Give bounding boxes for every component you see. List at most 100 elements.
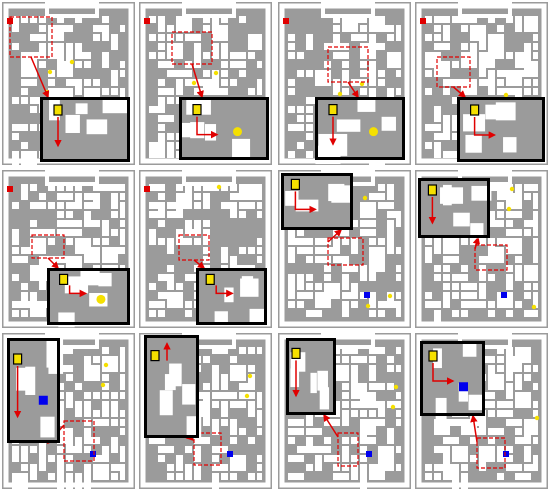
maze-wall bbox=[158, 79, 165, 86]
maze-wall bbox=[149, 106, 165, 113]
coin bbox=[393, 384, 399, 390]
maze-wall bbox=[461, 446, 468, 453]
maze-wall bbox=[533, 292, 538, 308]
maze-wall bbox=[21, 88, 28, 95]
maze-wall bbox=[297, 52, 304, 59]
maze-wall bbox=[21, 124, 28, 131]
maze-wall bbox=[158, 446, 174, 453]
maze-wall bbox=[257, 455, 262, 462]
maze-wall bbox=[351, 392, 358, 399]
maze-wall bbox=[230, 365, 246, 381]
maze-wall bbox=[378, 70, 385, 77]
maze-wall bbox=[524, 283, 531, 290]
maze-wall bbox=[396, 347, 401, 354]
maze-wall bbox=[306, 70, 313, 77]
maze-wall bbox=[461, 473, 468, 489]
maze-wall bbox=[12, 151, 19, 165]
maze-wall bbox=[176, 43, 183, 59]
maze-wall bbox=[39, 16, 46, 23]
maze-wall bbox=[524, 310, 538, 317]
maze-wall bbox=[39, 455, 46, 471]
maze-wall bbox=[21, 292, 28, 308]
maze-wall bbox=[443, 274, 450, 281]
maze-wall bbox=[470, 88, 477, 95]
inset-wall bbox=[317, 370, 328, 391]
maze-wall bbox=[479, 79, 495, 86]
maze-wall bbox=[506, 211, 522, 218]
maze-wall bbox=[66, 473, 73, 489]
maze-wall bbox=[387, 365, 394, 372]
maze-wall bbox=[351, 374, 358, 390]
maze-wall bbox=[30, 97, 46, 104]
maze-wall bbox=[369, 229, 376, 236]
maze-wall bbox=[75, 61, 82, 68]
maze-wall bbox=[176, 184, 183, 191]
maze-wall bbox=[434, 238, 441, 254]
maze-wall bbox=[194, 193, 201, 200]
maze-wall bbox=[369, 356, 376, 363]
maze-wall bbox=[111, 464, 125, 471]
maze-wall bbox=[158, 142, 165, 149]
inset-wall bbox=[381, 116, 396, 131]
inset-wall bbox=[336, 119, 361, 132]
maze-wall bbox=[470, 79, 477, 86]
maze-wall bbox=[203, 401, 210, 408]
maze-wall bbox=[288, 124, 304, 131]
maze-wall bbox=[212, 428, 219, 435]
maze-panel bbox=[278, 333, 411, 489]
maze-wall bbox=[488, 446, 495, 453]
maze-wall bbox=[488, 211, 495, 227]
maze-wall bbox=[452, 283, 459, 290]
maze-wall bbox=[306, 151, 313, 158]
maze-wall bbox=[452, 473, 459, 489]
maze-wall bbox=[506, 383, 513, 399]
maze-wall bbox=[479, 256, 495, 263]
maze-wall bbox=[443, 419, 459, 426]
maze-wall bbox=[360, 61, 367, 68]
maze-wall bbox=[506, 52, 513, 59]
maze-wall bbox=[378, 401, 385, 417]
maze-wall bbox=[111, 184, 125, 191]
maze-wall bbox=[297, 142, 304, 149]
maze-wall bbox=[257, 247, 262, 254]
inset-wall bbox=[186, 416, 202, 438]
agent bbox=[150, 350, 160, 362]
maze-wall bbox=[470, 43, 477, 59]
maze-wall bbox=[288, 151, 295, 158]
maze-wall bbox=[333, 419, 340, 426]
maze-wall bbox=[257, 392, 262, 408]
maze-wall bbox=[66, 202, 82, 209]
maze-wall bbox=[194, 202, 201, 209]
maze-wall bbox=[533, 455, 538, 471]
maze-wall bbox=[203, 16, 210, 23]
maze-wall bbox=[351, 365, 358, 381]
maze-wall bbox=[102, 347, 109, 354]
maze-wall bbox=[12, 97, 19, 104]
maze-wall bbox=[333, 473, 349, 480]
maze-wall bbox=[387, 220, 394, 236]
maze-wall bbox=[57, 365, 73, 372]
maze-wall bbox=[479, 265, 486, 281]
maze-wall bbox=[194, 437, 210, 444]
maze-wall bbox=[306, 446, 322, 453]
maze-wall bbox=[378, 256, 385, 263]
maze-wall bbox=[378, 238, 385, 245]
maze-wall bbox=[93, 238, 100, 245]
maze-wall bbox=[39, 310, 46, 317]
maze-wall bbox=[66, 70, 73, 77]
maze-wall bbox=[360, 455, 367, 462]
maze-wall bbox=[102, 392, 109, 399]
inset-wall bbox=[465, 134, 482, 153]
maze-wall bbox=[342, 301, 349, 317]
zoom-arrow bbox=[470, 414, 478, 443]
maze-wall bbox=[387, 184, 394, 200]
maze-wall bbox=[288, 238, 304, 245]
maze-wall bbox=[324, 247, 340, 254]
focus-box bbox=[327, 46, 369, 83]
maze-wall bbox=[248, 473, 255, 480]
maze-wall bbox=[203, 220, 210, 227]
maze-wall bbox=[479, 274, 486, 281]
maze-wall bbox=[12, 473, 28, 489]
maze-wall bbox=[111, 229, 118, 236]
maze-wall bbox=[84, 419, 91, 426]
